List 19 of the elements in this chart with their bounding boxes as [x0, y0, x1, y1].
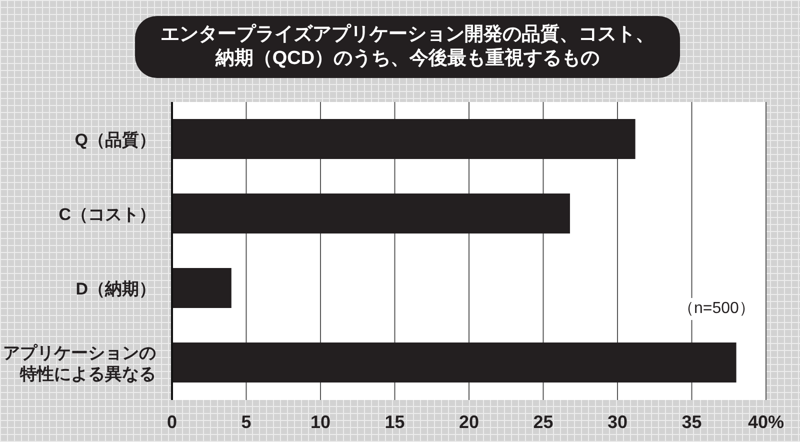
bar: [172, 194, 570, 234]
x-tick-label: 0: [166, 412, 178, 432]
chart-title: エンタープライズアプリケーション開発の品質、コスト、納期（QCD）のうち、今後最も重視するもの: [135, 16, 680, 78]
y-tick-label: Q（品質）: [74, 130, 156, 149]
x-tick-label: 5: [241, 412, 252, 432]
annotation: （n=500）: [676, 298, 757, 320]
x-tick-label: 15: [384, 412, 405, 432]
bar: [172, 119, 636, 159]
x-tick-label: 40%: [748, 412, 784, 432]
y-tick-label: C（コスト）: [58, 204, 156, 224]
bar: [172, 342, 736, 382]
x-tick-label: 10: [310, 412, 331, 432]
y-tick-label: D（納期）: [76, 278, 156, 298]
x-tick-label: 25: [533, 412, 554, 432]
bar: [172, 268, 232, 308]
x-tick-label: 35: [682, 412, 702, 432]
y-tick-label: アプリケーションの特性による異なる: [3, 342, 156, 383]
x-tick-label: 30: [607, 412, 628, 432]
x-tick-label: 20: [458, 412, 480, 432]
